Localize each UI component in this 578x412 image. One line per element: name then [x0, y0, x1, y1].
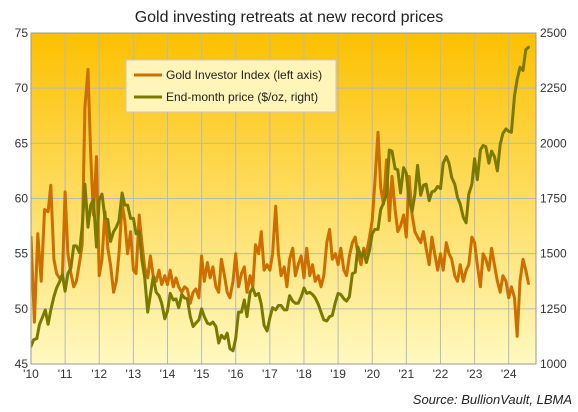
x-tick-label: '12	[91, 367, 107, 381]
x-tick-label: '16	[228, 367, 244, 381]
y-right-tick-label: 1750	[540, 192, 567, 206]
y-left-tick-label: 55	[15, 247, 29, 261]
y-right-tick-label: 1000	[540, 357, 567, 371]
x-tick-label: '17	[262, 367, 278, 381]
x-tick-label: '14	[160, 367, 176, 381]
series-line-gold-investor-index	[31, 67, 530, 338]
y-right-tick-label: 2000	[540, 136, 567, 150]
y-left-tick-label: 50	[15, 302, 29, 316]
y-left-tick-label: 45	[15, 357, 29, 371]
y-left-tick-label: 75	[15, 26, 29, 40]
x-tick-label: '24	[501, 367, 517, 381]
y-left-tick-label: 60	[15, 192, 29, 206]
x-axis: '10 '11 '12 '13 '14 '15 '16 '17 '18 '19 '20 '21 '22 '…	[23, 367, 517, 381]
x-tick-label: '18	[296, 367, 312, 381]
x-tick-label: '15	[194, 367, 210, 381]
legend-label-end-month-price: End-month price ($/oz, right)	[166, 90, 318, 104]
chart-title: Gold investing retreats at new record pr…	[135, 9, 444, 26]
x-tick-label: '19	[330, 367, 346, 381]
x-tick-label: '23	[467, 367, 483, 381]
y-right-tick-label: 2500	[540, 26, 567, 40]
y-right-tick-label: 2250	[540, 81, 567, 95]
plot-border	[30, 32, 537, 365]
y-right-tick-label: 1500	[540, 247, 567, 261]
x-tick-label: '21	[399, 367, 415, 381]
x-tick-label: '11	[58, 367, 73, 381]
y-left-tick-label: 70	[15, 81, 29, 95]
legend-label-gold-investor-index: Gold Investor Index (left axis)	[166, 68, 322, 82]
legend: Gold Investor Index (left axis) End-mont…	[125, 59, 337, 113]
y-left-axis: 45 50 55 60 65 70 75	[15, 26, 29, 371]
x-tick-label: '20	[364, 367, 380, 381]
series-line-end-month-price	[31, 45, 530, 353]
y-right-tick-label: 1250	[540, 302, 567, 316]
x-tick-label: '22	[433, 367, 449, 381]
legend-box	[125, 59, 337, 113]
source-note: Source: BullionVault, LBMA	[413, 392, 572, 407]
x-tick-label: '10	[23, 367, 39, 381]
y-left-tick-label: 65	[15, 136, 29, 150]
series-layer	[31, 45, 530, 353]
x-tick-label: '13	[126, 367, 142, 381]
y-right-axis: 1000 1250 1500 1750 2000 2250 2500	[540, 26, 567, 371]
